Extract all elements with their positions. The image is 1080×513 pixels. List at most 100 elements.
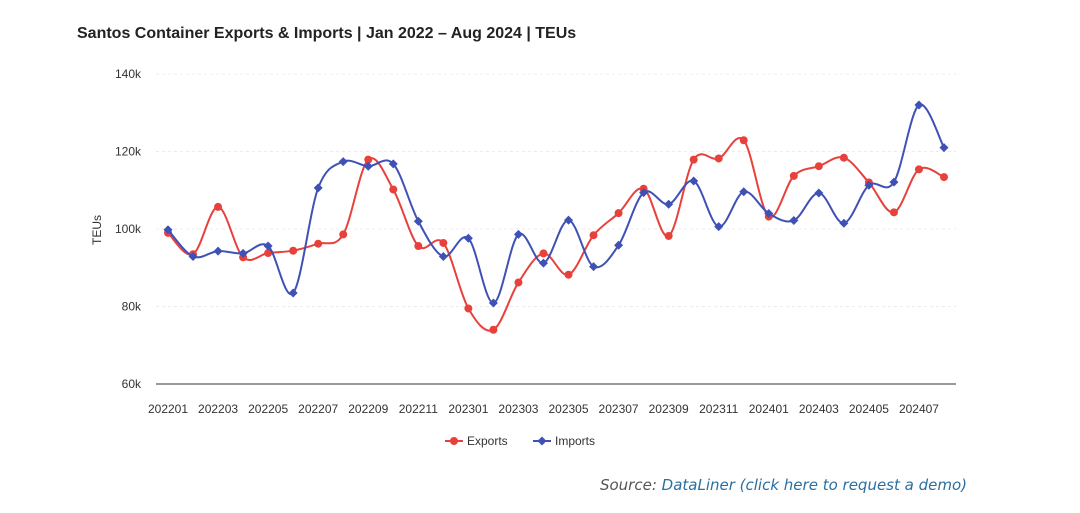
- series-imports: [163, 100, 949, 308]
- source-prefix: Source:: [599, 476, 657, 494]
- data-point-exports: [389, 185, 398, 194]
- data-point-exports: [889, 208, 898, 217]
- data-point-exports: [914, 165, 923, 174]
- data-point-imports: [363, 161, 373, 171]
- data-point-exports: [264, 249, 273, 258]
- data-point-imports: [338, 157, 348, 167]
- data-point-imports: [413, 216, 423, 226]
- y-tick-label: 60k: [122, 377, 142, 391]
- series-exports: [164, 136, 948, 334]
- data-point-exports: [439, 238, 448, 247]
- data-point-imports: [889, 177, 899, 187]
- x-tick-label: 202401: [749, 402, 789, 416]
- y-axis-ticks: 60k 80k 100k 120k 140k: [115, 67, 142, 391]
- y-tick-label: 100k: [115, 222, 142, 236]
- data-point-exports: [589, 231, 598, 240]
- data-point-exports: [464, 304, 473, 313]
- data-point-imports: [739, 187, 749, 197]
- legend-item-imports[interactable]: Imports: [533, 434, 595, 448]
- x-tick-label: 202301: [448, 402, 488, 416]
- x-tick-label: 202303: [498, 402, 538, 416]
- data-point-imports: [263, 241, 273, 251]
- data-point-imports: [714, 222, 724, 232]
- legend-item-exports[interactable]: Exports: [445, 434, 508, 448]
- data-point-exports: [339, 230, 348, 239]
- data-point-exports: [789, 171, 798, 180]
- data-point-imports: [564, 215, 574, 225]
- x-tick-label: 202311: [699, 402, 738, 416]
- data-point-imports: [488, 298, 498, 308]
- data-point-imports: [764, 209, 774, 218]
- series-line-imports: [167, 103, 945, 305]
- data-point-imports: [814, 188, 824, 198]
- data-point-imports: [388, 159, 398, 169]
- data-point-exports: [689, 155, 698, 164]
- chart-title: Santos Container Exports & Imports | Jan…: [77, 25, 577, 42]
- x-axis-ticks: 202201 202203 202205 202207 202209 202211 2023…: [148, 402, 939, 416]
- data-point-exports: [814, 162, 823, 171]
- data-point-imports: [914, 100, 924, 110]
- series-line-exports: [167, 137, 945, 332]
- data-point-exports: [940, 173, 948, 182]
- data-point-exports: [214, 202, 223, 211]
- x-tick-label: 202211: [399, 402, 438, 416]
- data-point-imports: [238, 248, 248, 258]
- x-tick-label: 202209: [348, 402, 388, 416]
- y-tick-label: 140k: [115, 67, 142, 81]
- x-tick-label: 202203: [198, 402, 238, 416]
- data-point-exports: [414, 242, 423, 251]
- data-point-imports: [163, 225, 173, 235]
- data-point-imports: [438, 252, 448, 262]
- data-point-imports: [939, 143, 949, 153]
- data-point-exports: [364, 155, 373, 164]
- x-tick-label: 202205: [248, 402, 288, 416]
- data-point-exports: [664, 231, 673, 240]
- data-point-imports: [313, 183, 323, 193]
- x-tick-label: 202309: [649, 402, 689, 416]
- data-point-exports: [739, 136, 748, 145]
- data-point-imports: [463, 233, 473, 243]
- legend-marker-exports: [450, 437, 458, 445]
- data-point-exports: [314, 239, 323, 248]
- data-point-imports: [589, 262, 599, 272]
- series-group: [163, 100, 949, 334]
- data-point-exports: [614, 209, 623, 218]
- data-point-imports: [213, 246, 223, 256]
- data-point-imports: [538, 258, 548, 268]
- data-point-imports: [864, 180, 874, 190]
- legend-label-exports: Exports: [467, 434, 508, 448]
- data-point-imports: [664, 199, 674, 209]
- data-point-imports: [614, 240, 624, 250]
- data-point-exports: [539, 249, 548, 258]
- data-point-imports: [288, 288, 298, 298]
- gridlines: [156, 73, 956, 307]
- legend[interactable]: Exports Imports: [445, 434, 595, 448]
- data-point-exports: [289, 246, 298, 255]
- x-tick-label: 202403: [799, 402, 839, 416]
- data-point-exports: [564, 270, 573, 279]
- data-point-imports: [639, 188, 649, 198]
- data-point-imports: [689, 176, 699, 186]
- source-note: Source: DataLiner (click here to request…: [600, 476, 967, 494]
- legend-label-imports: Imports: [555, 434, 595, 448]
- x-tick-label: 202307: [599, 402, 639, 416]
- data-point-imports: [513, 229, 523, 239]
- data-point-exports: [714, 154, 723, 163]
- data-point-imports: [188, 252, 198, 262]
- data-point-exports: [839, 153, 848, 162]
- data-point-exports: [514, 278, 523, 287]
- x-tick-label: 202201: [148, 402, 188, 416]
- x-tick-label: 202407: [899, 402, 939, 416]
- legend-marker-imports: [537, 436, 547, 446]
- y-tick-label: 120k: [115, 145, 142, 159]
- x-tick-label: 202207: [298, 402, 338, 416]
- source-link[interactable]: DataLiner (click here to request a demo): [661, 476, 967, 494]
- y-axis-label: TEUs: [90, 215, 104, 245]
- y-tick-label: 80k: [122, 300, 142, 314]
- data-point-exports: [489, 325, 498, 334]
- data-point-imports: [839, 218, 849, 228]
- data-point-imports: [789, 215, 799, 225]
- x-tick-label: 202405: [849, 402, 889, 416]
- x-tick-label: 202305: [548, 402, 588, 416]
